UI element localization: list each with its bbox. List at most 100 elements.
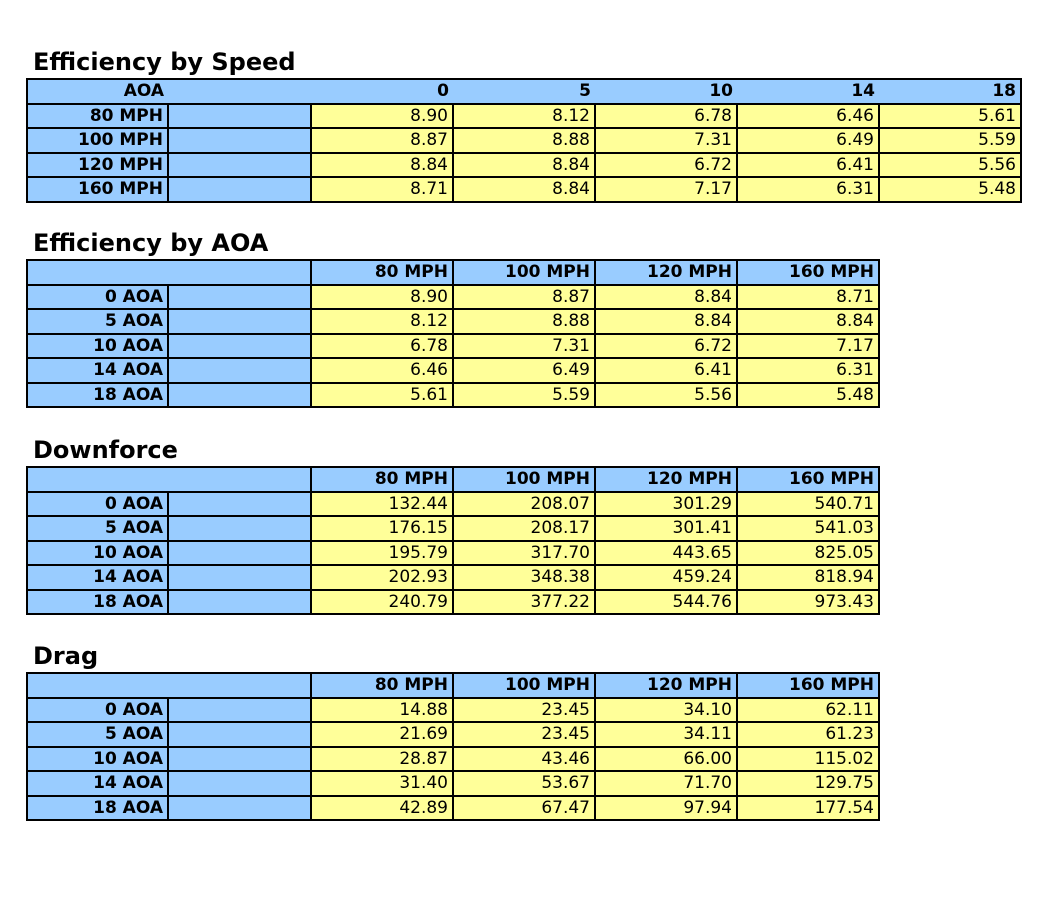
value-cell[interactable]: 973.43 (736, 588, 880, 615)
column-header-cell[interactable]: 100 MPH (452, 672, 596, 699)
column-header-cell[interactable]: 18 (879, 78, 1021, 105)
value-cell[interactable]: 6.46 (310, 357, 454, 384)
row-label-cell[interactable]: 14 AOA (26, 564, 169, 591)
blank-cell[interactable] (167, 127, 312, 154)
value-cell[interactable]: 240.79 (310, 588, 454, 615)
value-cell[interactable]: 66.00 (594, 745, 738, 772)
row-label-cell[interactable]: 18 AOA (26, 588, 169, 615)
value-cell[interactable]: 7.17 (594, 176, 738, 203)
value-cell[interactable]: 8.88 (452, 308, 596, 335)
value-cell[interactable]: 176.15 (310, 515, 454, 542)
value-cell[interactable]: 14.88 (310, 696, 454, 723)
row-label-cell[interactable]: 80 MPH (26, 102, 169, 129)
blank-cell[interactable] (167, 745, 312, 772)
value-cell[interactable]: 443.65 (594, 539, 738, 566)
blank-header-cell[interactable] (26, 259, 312, 286)
value-cell[interactable]: 6.41 (736, 151, 880, 178)
value-cell[interactable]: 5.61 (878, 102, 1022, 129)
column-header-cell[interactable]: 10 (595, 78, 737, 105)
value-cell[interactable]: 129.75 (736, 770, 880, 797)
value-cell[interactable]: 540.71 (736, 490, 880, 517)
value-cell[interactable]: 8.84 (594, 308, 738, 335)
value-cell[interactable]: 301.41 (594, 515, 738, 542)
column-header-cell[interactable]: 120 MPH (594, 466, 738, 493)
blank-cell[interactable] (167, 588, 312, 615)
row-label-cell[interactable]: 5 AOA (26, 308, 169, 335)
row-label-cell[interactable]: 120 MPH (26, 151, 169, 178)
value-cell[interactable]: 8.12 (310, 308, 454, 335)
row-label-cell[interactable]: 0 AOA (26, 696, 169, 723)
value-cell[interactable]: 6.31 (736, 357, 880, 384)
row-label-cell[interactable]: 160 MPH (26, 176, 169, 203)
value-cell[interactable]: 348.38 (452, 564, 596, 591)
value-cell[interactable]: 34.10 (594, 696, 738, 723)
value-cell[interactable]: 5.61 (310, 381, 454, 408)
value-cell[interactable]: 6.72 (594, 151, 738, 178)
value-cell[interactable]: 6.41 (594, 357, 738, 384)
value-cell[interactable]: 6.31 (736, 176, 880, 203)
row-label-cell[interactable]: 0 AOA (26, 283, 169, 310)
value-cell[interactable]: 8.84 (452, 151, 596, 178)
value-cell[interactable]: 61.23 (736, 721, 880, 748)
value-cell[interactable]: 5.56 (878, 151, 1022, 178)
value-cell[interactable]: 202.93 (310, 564, 454, 591)
value-cell[interactable]: 6.49 (452, 357, 596, 384)
column-header-cell[interactable]: 160 MPH (736, 259, 880, 286)
blank-header-cell[interactable] (168, 78, 311, 105)
value-cell[interactable]: 115.02 (736, 745, 880, 772)
row-label-cell[interactable]: 5 AOA (26, 721, 169, 748)
value-cell[interactable]: 6.78 (310, 332, 454, 359)
value-cell[interactable]: 6.49 (736, 127, 880, 154)
value-cell[interactable]: 42.89 (310, 794, 454, 821)
blank-cell[interactable] (167, 102, 312, 129)
value-cell[interactable]: 7.31 (452, 332, 596, 359)
value-cell[interactable]: 5.59 (878, 127, 1022, 154)
blank-cell[interactable] (167, 696, 312, 723)
blank-cell[interactable] (167, 308, 312, 335)
blank-cell[interactable] (167, 564, 312, 591)
column-header-cell[interactable]: 0 (311, 78, 453, 105)
column-header-cell[interactable]: 160 MPH (736, 672, 880, 699)
value-cell[interactable]: 23.45 (452, 696, 596, 723)
column-header-cell[interactable]: 14 (737, 78, 879, 105)
row-label-cell[interactable]: 14 AOA (26, 357, 169, 384)
value-cell[interactable]: 8.71 (310, 176, 454, 203)
value-cell[interactable]: 8.12 (452, 102, 596, 129)
value-cell[interactable]: 6.72 (594, 332, 738, 359)
blank-cell[interactable] (167, 176, 312, 203)
value-cell[interactable]: 541.03 (736, 515, 880, 542)
row-label-cell[interactable]: 10 AOA (26, 539, 169, 566)
value-cell[interactable]: 7.17 (736, 332, 880, 359)
row-label-cell[interactable]: 0 AOA (26, 490, 169, 517)
value-cell[interactable]: 8.90 (310, 102, 454, 129)
row-label-cell[interactable]: 10 AOA (26, 745, 169, 772)
value-cell[interactable]: 301.29 (594, 490, 738, 517)
value-cell[interactable]: 825.05 (736, 539, 880, 566)
row-label-cell[interactable]: 10 AOA (26, 332, 169, 359)
blank-header-cell[interactable] (26, 672, 312, 699)
value-cell[interactable]: 8.88 (452, 127, 596, 154)
value-cell[interactable]: 818.94 (736, 564, 880, 591)
value-cell[interactable]: 23.45 (452, 721, 596, 748)
value-cell[interactable]: 5.59 (452, 381, 596, 408)
corner-header-cell[interactable]: AOA (27, 78, 168, 105)
value-cell[interactable]: 21.69 (310, 721, 454, 748)
blank-cell[interactable] (167, 515, 312, 542)
value-cell[interactable]: 7.31 (594, 127, 738, 154)
value-cell[interactable]: 8.87 (452, 283, 596, 310)
value-cell[interactable]: 6.78 (594, 102, 738, 129)
blank-cell[interactable] (167, 357, 312, 384)
value-cell[interactable]: 8.71 (736, 283, 880, 310)
blank-header-cell[interactable] (26, 466, 312, 493)
column-header-cell[interactable]: 80 MPH (310, 259, 454, 286)
blank-cell[interactable] (167, 151, 312, 178)
row-label-cell[interactable]: 100 MPH (26, 127, 169, 154)
value-cell[interactable]: 71.70 (594, 770, 738, 797)
column-header-cell[interactable]: 100 MPH (452, 466, 596, 493)
value-cell[interactable]: 5.48 (878, 176, 1022, 203)
value-cell[interactable]: 8.84 (736, 308, 880, 335)
blank-cell[interactable] (167, 794, 312, 821)
value-cell[interactable]: 97.94 (594, 794, 738, 821)
value-cell[interactable]: 177.54 (736, 794, 880, 821)
value-cell[interactable]: 132.44 (310, 490, 454, 517)
